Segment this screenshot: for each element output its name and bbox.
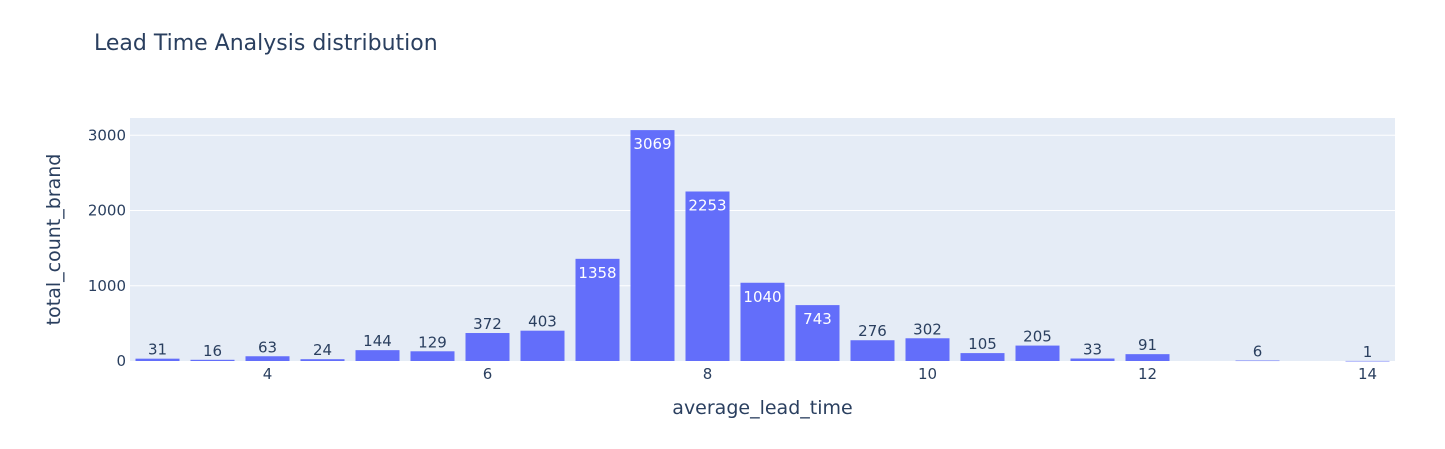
bar (1015, 345, 1060, 361)
bar (520, 330, 565, 361)
x-tick-label: 4 (263, 365, 273, 383)
bar-value-label: 91 (1138, 336, 1157, 354)
bar-value-label: 6 (1253, 343, 1263, 361)
chart-title: Lead Time Analysis distribution (94, 31, 438, 56)
bar (1070, 358, 1115, 361)
bar-value-label: 302 (913, 320, 942, 338)
x-tick-label: 10 (918, 365, 937, 383)
bars (135, 130, 1390, 362)
bar (410, 351, 455, 361)
bar-value-label: 372 (473, 315, 502, 333)
bar-value-label: 3069 (633, 135, 671, 153)
bar (245, 356, 290, 361)
bar-value-label: 16 (203, 342, 222, 360)
x-tick-label: 8 (703, 365, 713, 383)
bar (630, 130, 675, 361)
bar-value-label: 403 (528, 313, 557, 331)
bar (685, 191, 730, 361)
y-axis-ticks: 0 1000 2000 3000 (88, 126, 126, 370)
bar-value-label: 33 (1083, 341, 1102, 359)
bar (575, 258, 620, 361)
bar-value-label: 1 (1363, 343, 1373, 361)
bar-value-label: 31 (148, 341, 167, 359)
bar (355, 350, 400, 361)
x-tick-label: 14 (1358, 365, 1377, 383)
y-axis-title: total_count_brand (43, 154, 65, 326)
bar-value-label: 63 (258, 338, 277, 356)
bar-value-label: 276 (858, 322, 887, 340)
bar (1125, 354, 1170, 361)
bar (1345, 360, 1390, 362)
bar (740, 282, 785, 361)
bar (465, 333, 510, 361)
bar-value-label: 2253 (688, 197, 726, 215)
y-tick-label: 0 (116, 352, 126, 370)
bar-value-label: 24 (313, 341, 332, 359)
bar-value-label: 129 (418, 333, 447, 351)
x-tick-label: 6 (483, 365, 493, 383)
x-axis-title: average_lead_time (672, 397, 852, 419)
bar (905, 338, 950, 361)
x-axis-ticks: 4 6 8 10 12 14 (263, 365, 1377, 383)
bar (1235, 360, 1280, 362)
bar (135, 358, 180, 361)
bar-value-label: 1358 (578, 264, 616, 282)
bar-value-label: 743 (803, 310, 832, 328)
bar (190, 359, 235, 361)
y-tick-label: 1000 (88, 277, 126, 295)
bar (300, 359, 345, 361)
y-tick-label: 3000 (88, 126, 126, 144)
bar-value-label: 1040 (743, 288, 781, 306)
bar (850, 340, 895, 361)
bar-value-label: 205 (1023, 328, 1052, 346)
bar (795, 305, 840, 361)
bar (960, 353, 1005, 361)
y-tick-label: 2000 (88, 202, 126, 220)
bar-value-label: 105 (968, 335, 997, 353)
bar-value-label: 144 (363, 332, 392, 350)
x-tick-label: 12 (1138, 365, 1157, 383)
